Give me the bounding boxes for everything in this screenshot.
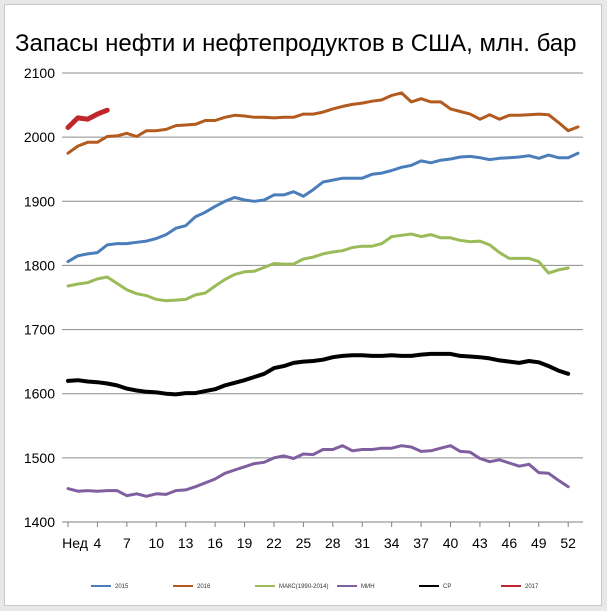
line-chart: Запасы нефти и нефтепродуктов в США, млн… — [15, 30, 583, 590]
y-tick-label: 2000 — [24, 129, 55, 145]
legend-entry: 2016 — [197, 584, 211, 590]
series-line-СР — [66, 351, 571, 397]
y-axis: 1400 1500 1600 1700 1800 1900 2000 2100 — [24, 65, 55, 530]
x-tick-label: 25 — [296, 535, 312, 551]
legend-entry: МАКС(1990-2014) — [279, 584, 328, 590]
x-tick-label: Нед — [62, 535, 88, 551]
x-tick-label: 52 — [560, 535, 576, 551]
y-tick-label: 2100 — [24, 65, 55, 81]
legend-entry: 2015 — [115, 584, 129, 590]
y-tick-label: 1500 — [24, 450, 55, 466]
x-tick-label: 19 — [237, 535, 253, 551]
legend-entry: 2017 — [525, 584, 539, 590]
series-line-МИН — [66, 444, 570, 498]
x-tick-label: 31 — [354, 535, 370, 551]
x-tick-label: 34 — [384, 535, 400, 551]
series-line-2015 — [66, 151, 580, 264]
y-tick-label: 1900 — [24, 193, 55, 209]
x-tick-label: 37 — [413, 535, 429, 551]
x-tick-label: 10 — [148, 535, 164, 551]
y-tick-label: 1800 — [24, 257, 55, 273]
x-tick-label: 13 — [178, 535, 194, 551]
x-tick-label: 46 — [502, 535, 518, 551]
chart-frame: Запасы нефти и нефтепродуктов в США, млн… — [4, 4, 602, 606]
series-line-МАКС(1990-2014) — [66, 232, 570, 303]
y-tick-label: 1700 — [24, 322, 55, 338]
x-axis: Нед 4 7 10 13 16 19 22 25 28 31 34 37 40 43 46 49 52 — [62, 522, 576, 551]
y-tick-label: 1600 — [24, 386, 55, 402]
x-tick-label: 16 — [207, 535, 223, 551]
series-line-2016 — [66, 91, 580, 155]
y-tick-label: 1400 — [24, 514, 55, 530]
x-tick-label: 40 — [443, 535, 459, 551]
series-lines — [65, 91, 580, 498]
x-tick-label: 49 — [531, 535, 547, 551]
chart-title: Запасы нефти и нефтепродуктов в США, млн… — [15, 30, 576, 57]
x-tick-label: 28 — [325, 535, 341, 551]
x-tick-label: 7 — [123, 535, 131, 551]
x-tick-label: 4 — [94, 535, 102, 551]
legend: 2015 2016 МАКС(1990-2014) МИН СР 2017 — [91, 584, 539, 590]
x-tick-label: 43 — [472, 535, 488, 551]
legend-entry: СР — [443, 584, 451, 590]
gridlines — [62, 72, 583, 523]
legend-entry: МИН — [361, 584, 375, 590]
series-line-2017 — [65, 107, 110, 130]
x-tick-label: 22 — [266, 535, 282, 551]
